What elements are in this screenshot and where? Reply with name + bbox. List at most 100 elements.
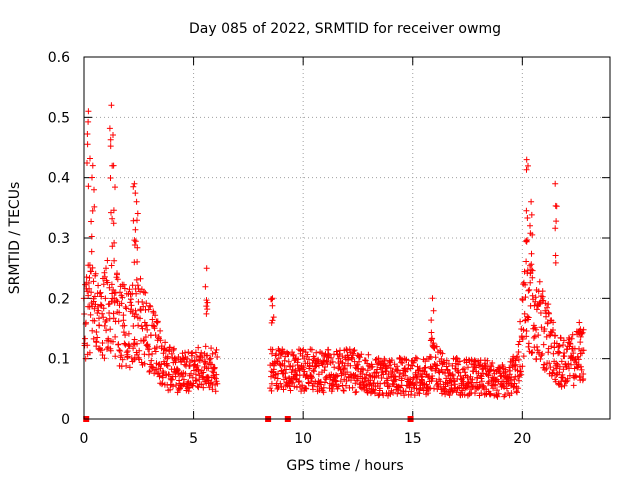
data-point bbox=[162, 339, 169, 346]
data-point bbox=[529, 349, 536, 356]
data-point bbox=[550, 327, 556, 333]
data-point bbox=[118, 352, 125, 359]
data-point bbox=[208, 345, 215, 352]
data-point bbox=[110, 132, 116, 138]
data-point bbox=[500, 383, 506, 389]
data-point bbox=[502, 368, 509, 375]
data-point bbox=[484, 357, 491, 364]
data-point bbox=[340, 366, 347, 373]
data-point bbox=[107, 136, 114, 143]
data-point bbox=[205, 365, 212, 372]
data-point bbox=[88, 289, 95, 296]
data-point bbox=[432, 362, 439, 368]
data-point bbox=[212, 388, 219, 395]
data-point bbox=[414, 355, 420, 362]
data-point bbox=[85, 280, 92, 286]
data-point bbox=[108, 262, 115, 269]
data-point bbox=[558, 358, 565, 365]
data-point bbox=[109, 215, 116, 222]
data-point bbox=[439, 350, 446, 357]
data-point bbox=[153, 366, 160, 373]
data-point bbox=[95, 307, 102, 314]
data-point bbox=[91, 305, 98, 312]
data-point bbox=[119, 294, 126, 301]
data-point bbox=[427, 337, 434, 344]
data-point bbox=[580, 371, 587, 377]
data-point bbox=[100, 281, 107, 288]
data-point bbox=[291, 383, 298, 390]
data-point bbox=[122, 332, 129, 339]
data-point bbox=[523, 328, 530, 334]
data-point bbox=[283, 366, 290, 373]
data-point bbox=[370, 386, 377, 393]
data-point bbox=[328, 354, 335, 361]
data-point bbox=[550, 319, 557, 326]
data-point bbox=[487, 366, 494, 373]
grid-lines bbox=[84, 57, 610, 419]
data-point bbox=[404, 366, 411, 373]
data-point bbox=[134, 244, 141, 251]
data-point bbox=[164, 362, 171, 369]
data-point bbox=[100, 314, 107, 321]
data-point bbox=[553, 360, 560, 367]
data-point bbox=[515, 349, 522, 355]
data-point bbox=[471, 357, 478, 364]
data-point bbox=[120, 281, 127, 288]
x-axis-label: GPS time / hours bbox=[286, 458, 403, 474]
data-point bbox=[137, 275, 144, 282]
data-point bbox=[313, 349, 320, 356]
data-point bbox=[146, 368, 153, 375]
data-point bbox=[295, 379, 302, 385]
data-point bbox=[321, 379, 328, 386]
data-point bbox=[89, 207, 96, 214]
data-point bbox=[567, 341, 574, 347]
data-point bbox=[111, 239, 118, 246]
data-point bbox=[545, 301, 552, 308]
data-point bbox=[465, 364, 471, 371]
data-point bbox=[527, 279, 534, 286]
data-point bbox=[521, 310, 528, 317]
data-point bbox=[393, 367, 400, 374]
data-point bbox=[543, 333, 550, 340]
data-point bbox=[84, 141, 91, 148]
data-point bbox=[527, 270, 534, 277]
data-point bbox=[429, 295, 436, 302]
data-point bbox=[126, 286, 133, 293]
data-point bbox=[525, 162, 531, 169]
data-point bbox=[270, 314, 277, 321]
data-point bbox=[546, 310, 552, 317]
data-point bbox=[432, 354, 439, 361]
data-point bbox=[195, 344, 202, 351]
data-point bbox=[214, 380, 221, 387]
data-point bbox=[103, 265, 109, 272]
data-point bbox=[411, 392, 418, 399]
data-point bbox=[387, 391, 394, 398]
data-point bbox=[130, 323, 137, 329]
y-tick-label: 0.1 bbox=[48, 352, 70, 368]
data-point bbox=[552, 259, 559, 266]
data-point bbox=[437, 378, 444, 385]
data-point bbox=[516, 377, 522, 384]
data-point bbox=[271, 374, 278, 381]
data-point bbox=[523, 238, 529, 244]
data-point bbox=[133, 198, 140, 205]
data-point bbox=[198, 349, 205, 356]
data-point bbox=[107, 143, 114, 150]
data-point bbox=[560, 342, 566, 348]
y-tick-label: 0 bbox=[61, 412, 70, 428]
data-point bbox=[107, 326, 114, 333]
data-point bbox=[388, 357, 395, 364]
data-point bbox=[516, 338, 523, 345]
data-point bbox=[350, 348, 357, 355]
data-point bbox=[129, 282, 136, 289]
data-point bbox=[523, 333, 530, 340]
data-point bbox=[375, 372, 382, 379]
data-point bbox=[167, 344, 173, 351]
data-point bbox=[353, 388, 360, 395]
data-point bbox=[428, 329, 435, 336]
data-point bbox=[159, 374, 166, 381]
data-point bbox=[106, 284, 113, 291]
data-point bbox=[455, 369, 462, 376]
data-point bbox=[511, 362, 518, 369]
data-point bbox=[577, 326, 584, 333]
